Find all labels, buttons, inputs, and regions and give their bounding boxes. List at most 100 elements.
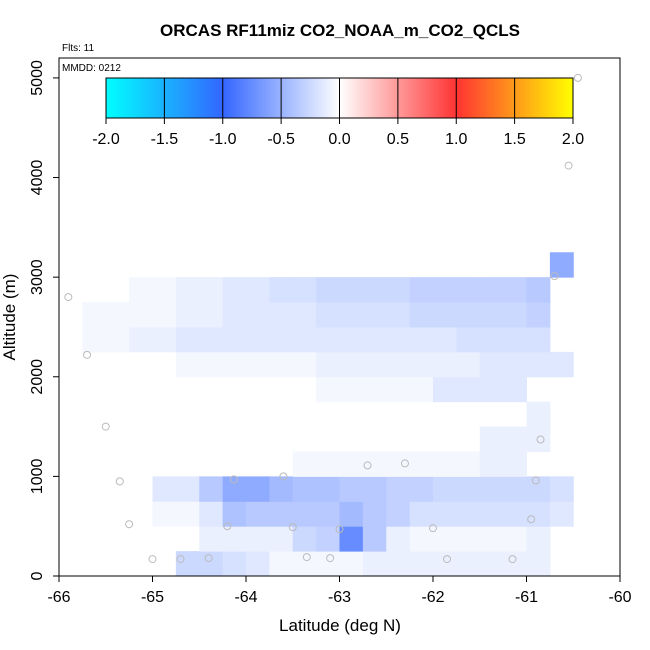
flight-point — [223, 522, 232, 531]
heatmap-cell — [386, 277, 411, 303]
heatmap-cell — [316, 451, 341, 477]
x-tick-label: -64 — [234, 589, 257, 606]
heatmap-cell — [246, 326, 270, 353]
heatmap-cell — [199, 501, 224, 527]
heatmap-cell — [222, 476, 247, 502]
heatmap-cell — [433, 451, 457, 477]
heatmap-cell — [292, 501, 317, 527]
heatmap-cell — [339, 277, 364, 303]
heatmap-cell — [433, 326, 457, 353]
heatmap-cell — [526, 326, 551, 353]
flight-point — [83, 350, 92, 359]
x-tick-label: -60 — [608, 589, 631, 606]
flight-point — [536, 435, 545, 444]
heatmap-cell — [222, 277, 247, 303]
heatmap-cell — [386, 451, 411, 477]
heatmap-cell — [386, 326, 411, 353]
heatmap-cell — [129, 302, 154, 328]
heatmap-cell — [503, 551, 528, 577]
heatmap-cell — [362, 376, 387, 403]
flight-point — [326, 554, 335, 563]
heatmap-cell — [292, 451, 317, 477]
flight-point — [363, 461, 372, 470]
y-tick-label: 1000 — [29, 458, 46, 494]
x-axis-label: Latitude (deg N) — [279, 616, 401, 635]
chart-title: ORCAS RF11miz CO2_NOAA_m_CO2_QCLS — [160, 21, 520, 40]
heatmap-cell — [292, 476, 317, 502]
heatmap-cell — [105, 326, 130, 353]
heatmap-cell — [362, 451, 387, 477]
heatmap-cell — [456, 376, 481, 403]
heatmap-cell — [362, 351, 387, 378]
heatmap-cell — [269, 551, 294, 577]
heatmap-cell — [479, 476, 504, 502]
heatmap-cell — [175, 302, 200, 328]
heatmap-cell — [316, 302, 341, 328]
heatmap-cell — [526, 501, 551, 527]
heatmap-cell — [199, 476, 224, 502]
heatmap-cell — [409, 277, 434, 303]
y-tick-label: 2000 — [29, 359, 46, 395]
heatmap-cell — [199, 351, 224, 378]
heatmap-cell — [362, 526, 387, 552]
heatmap-cell — [222, 526, 247, 552]
heatmap-cell — [339, 526, 364, 552]
heatmap-cell — [246, 501, 270, 527]
heatmap-cell — [175, 326, 200, 353]
heatmap-cell — [503, 351, 528, 378]
heatmap-cell — [339, 551, 364, 577]
heatmap-cell — [456, 526, 481, 552]
heatmap-cell — [479, 426, 504, 452]
heatmap-cell — [362, 551, 387, 577]
heatmap-cells — [82, 252, 574, 577]
flight-point — [101, 422, 110, 431]
heatmap-cell — [549, 351, 574, 378]
heatmap-cell — [526, 526, 551, 552]
heatmap-cell — [526, 302, 551, 328]
y-tick-label: 5000 — [29, 60, 46, 96]
x-tick-label: -62 — [421, 589, 444, 606]
heatmap-cell — [526, 551, 551, 577]
heatmap-cell — [479, 376, 504, 403]
heatmap-cell — [503, 526, 528, 552]
heatmap-cell — [456, 476, 481, 502]
heatmap-cell — [503, 302, 528, 328]
heatmap-cell — [316, 277, 341, 303]
heatmap-cell — [152, 326, 177, 353]
heatmap-cell — [199, 302, 224, 328]
heatmap-cell — [386, 526, 411, 552]
heatmap-cell — [386, 351, 411, 378]
heatmap-cell — [152, 501, 177, 527]
heatmap-cell — [526, 426, 551, 452]
colorbar-tick-label: 0.5 — [387, 131, 409, 148]
heatmap-cell — [526, 351, 551, 378]
x-tick-label: -63 — [328, 589, 351, 606]
heatmap-cell — [549, 476, 574, 502]
heatmap-cell — [386, 476, 411, 502]
heatmap-cell — [409, 476, 434, 502]
heatmap-cell — [479, 501, 504, 527]
heatmap-cell — [246, 526, 270, 552]
heatmap-cell — [199, 277, 224, 303]
heatmap-cell — [152, 277, 177, 303]
y-tick-label: 4000 — [29, 160, 46, 196]
heatmap-cell — [269, 476, 294, 502]
colorbar-tick-label: -1.5 — [151, 131, 179, 148]
flight-point — [64, 293, 73, 302]
heatmap-cell — [503, 476, 528, 502]
heatmap-cell — [479, 277, 504, 303]
heatmap-cell — [456, 326, 481, 353]
heatmap-cell — [175, 277, 200, 303]
heatmap-cell — [433, 302, 457, 328]
mmdd-label: MMDD: 0212 — [62, 63, 121, 74]
heatmap-cell — [82, 302, 107, 328]
heatmap-cell — [129, 277, 154, 303]
colorbar-tick-label: -2.0 — [92, 131, 120, 148]
heatmap-cell — [246, 476, 270, 502]
heatmap-cell — [386, 501, 411, 527]
flight-point — [429, 524, 437, 533]
heatmap-cell — [316, 326, 341, 353]
x-tick-label: -65 — [141, 589, 164, 606]
heatmap-cell — [503, 277, 528, 303]
flight-point — [564, 161, 573, 170]
